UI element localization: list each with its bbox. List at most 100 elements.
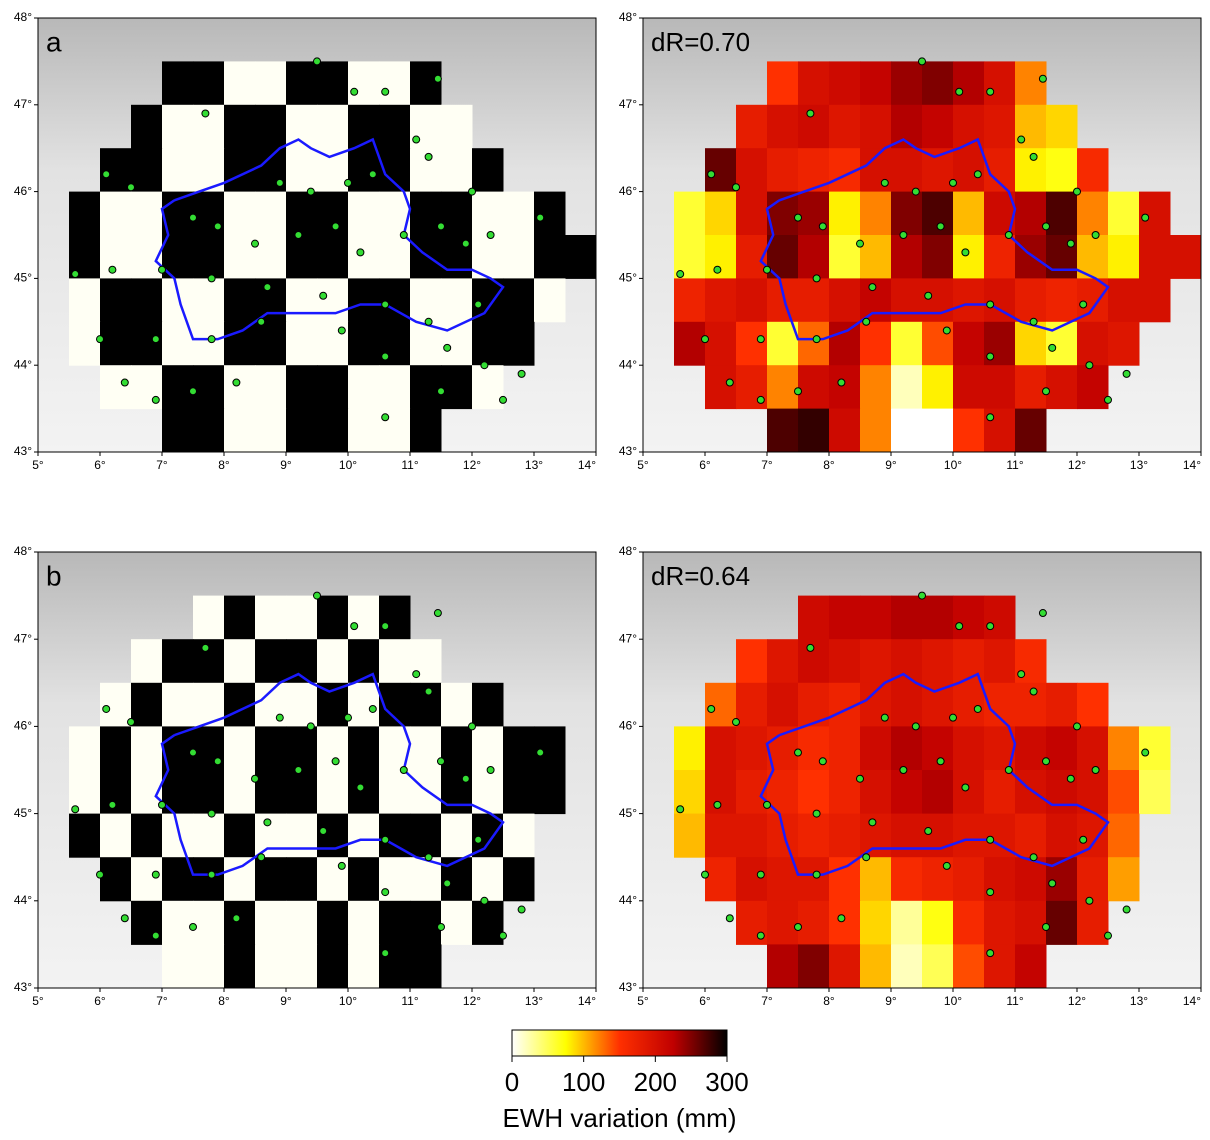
y-tick-label: 43° bbox=[619, 980, 637, 994]
colorbar-tick-label: 200 bbox=[634, 1067, 677, 1097]
station bbox=[190, 214, 197, 221]
x-tick-label: 9° bbox=[885, 994, 897, 1008]
heat-cell bbox=[1046, 683, 1078, 727]
x-tick-label: 5° bbox=[637, 458, 649, 472]
checker-cell bbox=[472, 322, 504, 366]
y-tick-label: 46° bbox=[619, 184, 637, 198]
station bbox=[351, 623, 358, 630]
station bbox=[987, 301, 994, 308]
heat-cell bbox=[953, 61, 985, 105]
station bbox=[757, 396, 764, 403]
y-tick-label: 46° bbox=[14, 184, 32, 198]
heat-cell bbox=[922, 770, 954, 814]
checker-cell bbox=[100, 770, 132, 814]
station bbox=[413, 671, 420, 678]
checker-cell bbox=[224, 901, 256, 945]
checker-cell bbox=[410, 944, 442, 988]
checker-cell bbox=[162, 639, 194, 683]
checker-cell bbox=[131, 105, 163, 149]
checker-cell bbox=[379, 901, 411, 945]
station bbox=[357, 784, 364, 791]
checker-cell bbox=[286, 814, 318, 858]
station bbox=[475, 301, 482, 308]
heat-cell bbox=[860, 770, 892, 814]
station bbox=[258, 854, 265, 861]
heat-cell bbox=[1108, 278, 1140, 322]
station bbox=[425, 688, 432, 695]
heat-cell bbox=[829, 278, 861, 322]
station bbox=[434, 610, 441, 617]
x-tick-label: 5° bbox=[32, 458, 44, 472]
heat-cell bbox=[736, 639, 768, 683]
x-tick-label: 8° bbox=[218, 994, 230, 1008]
station bbox=[912, 723, 919, 730]
heat-cell bbox=[953, 365, 985, 409]
station bbox=[500, 932, 507, 939]
x-tick-label: 10° bbox=[339, 994, 357, 1008]
heat-cell bbox=[674, 192, 706, 236]
checker-cell bbox=[410, 235, 442, 279]
heat-cell bbox=[1077, 148, 1109, 192]
heat-cell bbox=[1015, 814, 1047, 858]
heat-cell bbox=[922, 944, 954, 988]
colorbar-tick-label: 300 bbox=[705, 1067, 748, 1097]
checker-cell bbox=[286, 365, 318, 409]
y-tick-label: 44° bbox=[14, 357, 32, 371]
checker-cell bbox=[286, 61, 318, 105]
x-tick-label: 5° bbox=[637, 994, 649, 1008]
station bbox=[1030, 318, 1037, 325]
checker-cell bbox=[317, 235, 349, 279]
heat-cell bbox=[798, 409, 830, 453]
station bbox=[857, 240, 864, 247]
station bbox=[252, 240, 259, 247]
heat-cell bbox=[1046, 105, 1078, 149]
station bbox=[264, 819, 271, 826]
station bbox=[214, 758, 221, 765]
station bbox=[382, 414, 389, 421]
checker-cell bbox=[100, 814, 132, 858]
checker-cell bbox=[565, 235, 597, 279]
checker-cell bbox=[534, 726, 566, 770]
checker-cell bbox=[162, 814, 194, 858]
checker-cell bbox=[255, 596, 287, 640]
heat-cell bbox=[922, 409, 954, 453]
station bbox=[487, 232, 494, 239]
heat-cell bbox=[798, 770, 830, 814]
heat-cell bbox=[891, 944, 923, 988]
heat-cell bbox=[860, 857, 892, 901]
checker-cell bbox=[379, 365, 411, 409]
heat-cell bbox=[1046, 726, 1078, 770]
heat-cell bbox=[1046, 192, 1078, 236]
heat-cell bbox=[829, 639, 861, 683]
station bbox=[320, 292, 327, 299]
heat-cell bbox=[736, 683, 768, 727]
station bbox=[438, 223, 445, 230]
heat-cell bbox=[705, 322, 737, 366]
heat-cell bbox=[767, 365, 799, 409]
checker-cell bbox=[441, 192, 473, 236]
checker-cell bbox=[503, 814, 535, 858]
checker-cell bbox=[224, 322, 256, 366]
station bbox=[208, 871, 215, 878]
heat-cell bbox=[705, 192, 737, 236]
y-tick-label: 46° bbox=[14, 719, 32, 733]
station bbox=[382, 623, 389, 630]
checker-cell bbox=[441, 814, 473, 858]
heat-cell bbox=[1077, 192, 1109, 236]
checker-cell bbox=[503, 322, 535, 366]
x-tick-label: 11° bbox=[401, 458, 418, 472]
checker-cell bbox=[162, 278, 194, 322]
heat-cell bbox=[922, 596, 954, 640]
station bbox=[425, 318, 432, 325]
x-tick-label: 13° bbox=[525, 458, 543, 472]
checker-cell bbox=[224, 409, 256, 453]
station bbox=[1074, 188, 1081, 195]
heat-cell bbox=[953, 683, 985, 727]
station bbox=[1018, 136, 1025, 143]
heat-cell bbox=[736, 726, 768, 770]
heat-cell bbox=[984, 770, 1016, 814]
station bbox=[307, 723, 314, 730]
station bbox=[469, 723, 476, 730]
heat-cell bbox=[767, 278, 799, 322]
heat-cell bbox=[798, 278, 830, 322]
